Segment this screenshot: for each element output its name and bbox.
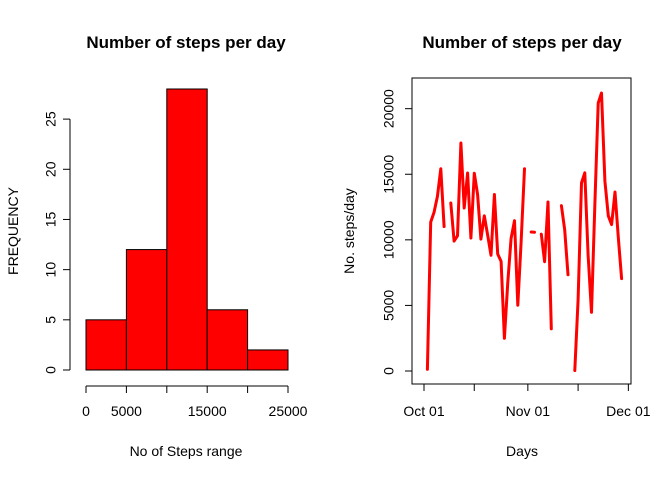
hist-x-tick-label: 15000 xyxy=(188,403,227,419)
hist-x-tick-label: 25000 xyxy=(269,403,308,419)
hist-x-tick-label: 0 xyxy=(82,403,90,419)
ts-x-tick-label: Oct 01 xyxy=(403,403,444,419)
hist-x-label: No of Steps range xyxy=(130,443,243,459)
hist-y-tick-label: 0 xyxy=(43,366,59,374)
hist-bar xyxy=(166,88,208,371)
hist-bar xyxy=(247,349,289,371)
hist-bar xyxy=(206,309,249,371)
hist-y-tick-label: 15 xyxy=(43,211,59,227)
hist-x-tick-label: 5000 xyxy=(111,403,142,419)
ts-x-tick-label: Nov 01 xyxy=(506,403,551,419)
ts-line-segment xyxy=(539,200,553,331)
hist-y-axis: 0 5 10 15 20 25 xyxy=(43,111,71,374)
ts-line-segment xyxy=(559,204,570,277)
hist-y-tick-label: 5 xyxy=(43,316,59,324)
ts-y-label: No. steps/day xyxy=(341,188,357,274)
ts-x-label: Days xyxy=(506,443,538,459)
ts-y-tick-label: 5000 xyxy=(381,290,397,321)
hist-y-label: FREQUENCY xyxy=(5,186,21,275)
ts-y-tick-label: 10000 xyxy=(381,220,397,259)
histogram-chart: Number of steps per day 0 5000 15000 25000 … xyxy=(5,33,308,459)
ts-series xyxy=(425,91,624,372)
ts-title: Number of steps per day xyxy=(422,33,622,52)
hist-y-tick-label: 10 xyxy=(43,262,59,278)
hist-y-tick-label: 20 xyxy=(43,161,59,177)
hist-bars xyxy=(85,88,289,371)
hist-title: Number of steps per day xyxy=(86,33,286,52)
hist-x-axis: 0 5000 15000 25000 xyxy=(82,385,308,419)
ts-line-segment xyxy=(573,91,624,372)
timeseries-chart: Number of steps per day Oct 01 Nov 01 Dec … xyxy=(341,33,651,459)
ts-y-tick-label: 15000 xyxy=(381,155,397,194)
ts-y-axis: 0 5000 10000 15000 20000 xyxy=(381,89,412,375)
ts-x-axis: Oct 01 Nov 01 Dec 01 xyxy=(403,383,651,419)
ts-x-tick-label: Dec 01 xyxy=(606,403,651,419)
hist-bar xyxy=(125,249,168,371)
ts-y-tick-label: 20000 xyxy=(381,89,397,128)
ts-y-tick-label: 0 xyxy=(381,367,397,375)
ts-line-segment xyxy=(425,167,446,371)
hist-bar xyxy=(85,319,127,371)
hist-y-tick-label: 25 xyxy=(43,111,59,127)
ts-line-segment xyxy=(449,141,526,340)
